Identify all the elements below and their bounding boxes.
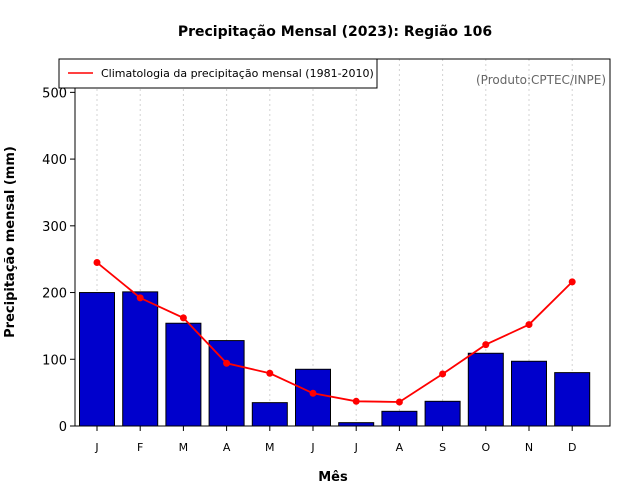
climatology-point <box>395 398 403 406</box>
bar-j-1 <box>79 292 115 427</box>
legend-box <box>58 58 378 89</box>
climatology-point <box>223 359 231 367</box>
y-tick-label: 300 <box>42 220 67 235</box>
bar-series <box>79 291 591 427</box>
x-tick-label: M <box>179 441 189 454</box>
climatology-point <box>93 259 101 267</box>
climatology-point <box>525 321 533 329</box>
bar-m-5 <box>251 402 288 427</box>
climatology-point <box>568 278 576 286</box>
climatology-point <box>179 314 187 322</box>
y-tick-label: 100 <box>42 353 67 368</box>
bar-j-6 <box>295 368 331 427</box>
credit-text: (Produto:CPTEC/INPE) <box>476 73 606 87</box>
y-tick-label: 0 <box>59 420 67 435</box>
y-tick-label: 400 <box>42 153 67 168</box>
x-tick-label: J <box>354 441 358 454</box>
climatology-point <box>439 370 447 378</box>
y-axis-label: Precipitação mensal (mm) <box>3 146 18 338</box>
y-axis: 0 100 200 300 400 500 <box>42 86 75 435</box>
climatology-point <box>482 341 490 349</box>
y-tick-label: 500 <box>42 86 67 101</box>
x-tick-label: S <box>439 441 446 454</box>
x-tick-label: D <box>568 441 576 454</box>
chart-title: Precipitação Mensal (2023): Região 106 <box>178 24 492 40</box>
legend-label: Climatologia da precipitação mensal (198… <box>101 67 374 80</box>
x-tick-label: N <box>525 441 533 454</box>
x-tick-label: A <box>223 441 231 454</box>
climatology-point <box>352 397 360 405</box>
x-tick-label: O <box>481 441 490 454</box>
climatology-line <box>96 261 573 403</box>
bar-s-9 <box>424 400 461 427</box>
bar-a-4 <box>208 340 245 427</box>
climatology-point <box>266 369 274 377</box>
bar-o-10 <box>467 352 504 427</box>
bar-a-8 <box>381 410 418 427</box>
bar-d-12 <box>554 372 591 427</box>
y-tick-label: 200 <box>42 287 67 302</box>
x-axis-label: Mês <box>318 470 348 485</box>
climatology-point <box>309 389 317 397</box>
bar-n-11 <box>511 360 547 427</box>
bar-j-7 <box>338 422 375 427</box>
bar-f-2 <box>122 291 159 427</box>
climatology-series <box>93 259 576 406</box>
bar-m-3 <box>165 322 202 427</box>
climatology-point <box>136 294 144 302</box>
x-tick-label: J <box>310 441 314 454</box>
x-tick-label: J <box>94 441 98 454</box>
x-tick-label: F <box>137 441 143 454</box>
x-tick-label: A <box>396 441 404 454</box>
legend: Climatologia da precipitação mensal (198… <box>58 58 378 89</box>
x-tick-label: M <box>265 441 275 454</box>
